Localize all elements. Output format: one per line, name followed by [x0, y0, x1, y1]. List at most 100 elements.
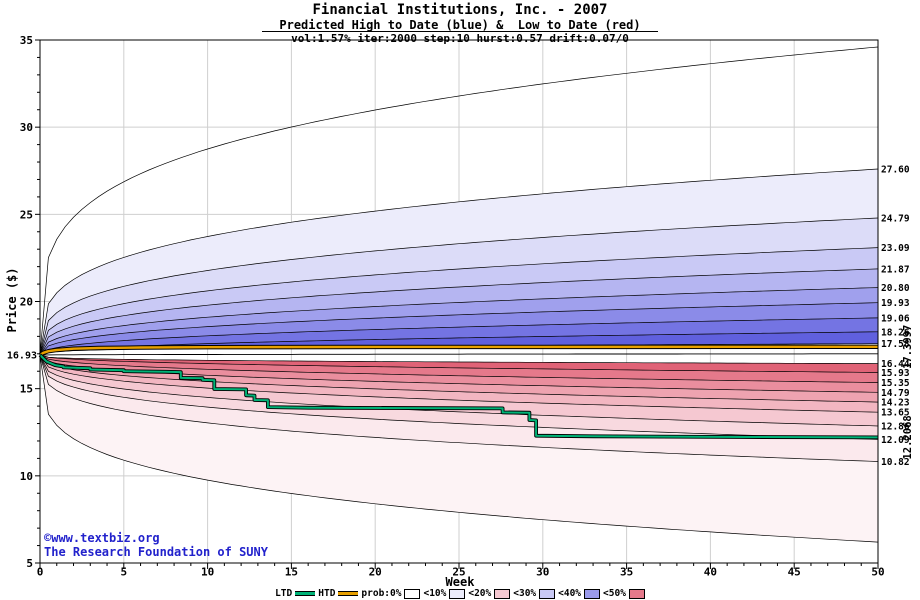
band-end-value-label: 15.35	[881, 378, 910, 389]
band-boundary-curve	[39, 354, 879, 427]
band-boundary-curve	[39, 168, 879, 356]
legend-htd-label: HTD	[318, 588, 336, 599]
legend-prob-label-5: <50%	[603, 588, 626, 599]
watermark: ©www.textbiz.org The Research Foundation…	[44, 531, 268, 559]
high-probability-band	[40, 218, 878, 355]
band-end-value-label: 10.82	[881, 457, 910, 468]
band-end-value-label: 21.87	[881, 264, 910, 275]
band-boundary-curve	[39, 287, 879, 356]
header-rule	[262, 31, 658, 32]
band-end-value-label: 19.06	[881, 313, 910, 324]
x-axis-title: Week	[445, 575, 475, 589]
x-tick-label: 5	[120, 566, 127, 579]
high-probability-band	[40, 317, 878, 355]
high-probability-band	[40, 247, 878, 355]
band-end-value-label: 15.93	[881, 368, 910, 379]
x-tick-label: 35	[620, 566, 633, 579]
legend-prob-label-1: <10%	[423, 588, 447, 599]
legend-prob-swatch-1	[449, 588, 466, 599]
band-boundary-curve	[39, 302, 879, 356]
x-tick-label: 50	[871, 566, 884, 579]
band-end-value-label: 20.80	[881, 283, 910, 294]
legend-prob-swatch-5	[628, 588, 645, 599]
high-probability-band	[40, 302, 878, 355]
y-axis-title: Price ($)	[5, 267, 19, 333]
x-tick-label: 10	[201, 566, 214, 579]
band-boundary-curve	[39, 354, 879, 440]
high-probability-band	[40, 268, 878, 355]
x-tick-label: 20	[369, 566, 382, 579]
high-probability-band	[40, 331, 878, 355]
legend-prob-label-0: prob:0%	[361, 588, 402, 599]
legend-prob-label-2: <20%	[468, 588, 492, 599]
band-boundary-curve	[39, 354, 879, 403]
ltd-line	[39, 354, 879, 439]
high-probability-band	[40, 169, 878, 355]
low-probability-band	[40, 355, 878, 426]
low-probability-band	[40, 355, 878, 383]
low-probability-band	[40, 355, 878, 373]
band-end-value-label: 27.60	[881, 165, 910, 176]
band-end-value-label: 18.26	[881, 327, 910, 338]
band-end-value-label: 14.23	[881, 398, 910, 409]
x-tick-label: 30	[536, 566, 549, 579]
band-boundary-curve	[39, 354, 879, 413]
band-boundary-curve	[39, 331, 879, 356]
y-tick-label: 30	[20, 121, 33, 134]
band-end-value-label: 12.09	[881, 435, 910, 446]
start-price-label: 16.93	[7, 351, 37, 362]
chart-subtitle: Predicted High to Date (blue) & Low to D…	[279, 18, 641, 32]
low-probability-band	[40, 355, 878, 413]
band-end-value-label: 17.58	[881, 339, 910, 350]
x-tick-label: 15	[285, 566, 298, 579]
watermark-url: ©www.textbiz.org	[44, 531, 160, 545]
legend-prob-label-4: <40%	[558, 588, 582, 599]
legend-prob-swatch-0	[404, 588, 421, 599]
legend-prob-swatch-2	[494, 588, 511, 599]
x-tick-label: 45	[788, 566, 801, 579]
legend-prob-swatch-3	[539, 588, 556, 599]
y-tick-label: 5	[26, 557, 33, 570]
x-tick-label: 40	[704, 566, 717, 579]
legend-prob-swatch-4	[584, 588, 601, 599]
y-tick-label: 20	[20, 296, 33, 309]
chart-legend: LTD HTD prob:0% <10% <20% <30% <40% <50%	[0, 588, 920, 599]
band-end-value-label: 16.44	[881, 359, 910, 370]
band-boundary-curve	[39, 217, 879, 356]
low-probability-band	[40, 355, 878, 393]
htd-final-value-label: 17.3997	[902, 325, 914, 369]
band-boundary-curve	[39, 46, 879, 356]
median-curve	[39, 353, 878, 356]
htd-line	[39, 345, 879, 357]
watermark-org: The Research Foundation of SUNY	[44, 545, 268, 559]
legend-htd-line-sample	[338, 591, 359, 596]
high-probability-band	[40, 287, 878, 355]
band-boundary-curve	[39, 247, 879, 356]
band-boundary-curve	[39, 354, 879, 383]
band-end-value-label: 19.93	[881, 298, 910, 309]
low-probability-band	[40, 355, 878, 543]
y-tick-label: 25	[20, 208, 33, 221]
band-boundary-curve	[39, 354, 879, 543]
legend-ltd-label: LTD	[275, 588, 293, 599]
y-tick-label: 15	[20, 383, 33, 396]
ltd-final-value-label: 12.2068	[902, 415, 914, 459]
legend-prob-label-3: <30%	[513, 588, 537, 599]
band-boundary-curve	[39, 317, 879, 356]
legend-ltd-line-sample	[295, 591, 316, 596]
band-boundary-curve	[39, 354, 879, 373]
band-end-value-label: 13.65	[881, 408, 910, 419]
low-probability-band	[40, 355, 878, 403]
y-tick-label: 10	[20, 470, 33, 483]
band-end-value-label: 23.09	[881, 243, 910, 254]
band-boundary-curve	[39, 268, 879, 356]
band-boundary-curve	[39, 354, 879, 364]
x-tick-label: 0	[37, 566, 44, 579]
low-probability-band	[40, 355, 878, 440]
y-tick-label: 35	[20, 34, 33, 47]
band-end-value-label: 24.79	[881, 213, 910, 224]
x-tick-label: 25	[452, 566, 465, 579]
band-end-value-label: 12.86	[881, 421, 910, 432]
